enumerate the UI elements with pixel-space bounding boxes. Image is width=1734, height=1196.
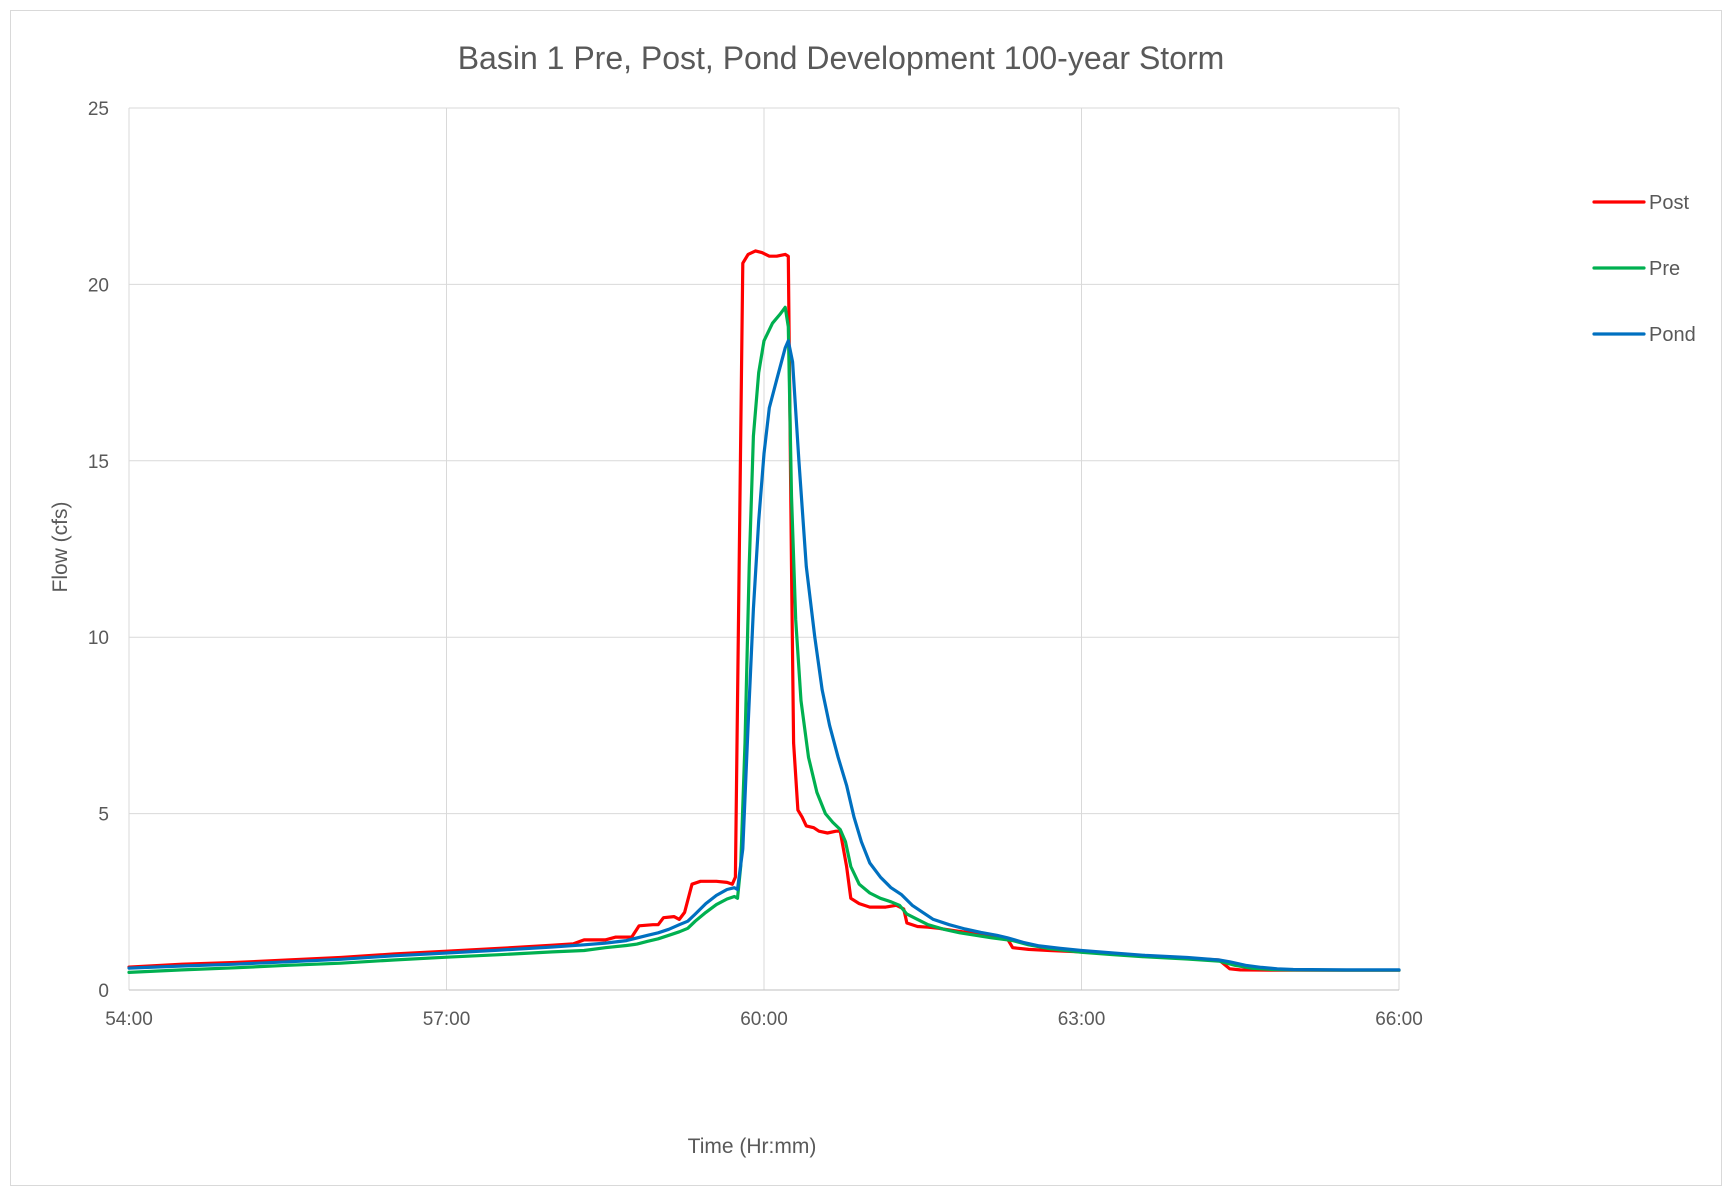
x-axis-title: Time (Hr:mm) (688, 1135, 817, 1158)
series-lines (127, 249, 1401, 974)
legend-label: Pre (1649, 258, 1680, 280)
series-line-post (127, 249, 1401, 972)
y-tick-label: 25 (88, 99, 109, 120)
line-chart: Basin 1 Pre, Post, Pond Development 100-… (49, 40, 1696, 1158)
y-axis-title: Flow (cfs) (49, 502, 72, 593)
y-tick-label: 5 (98, 805, 109, 826)
x-tick-labels: 54:00 57:00 60:00 63:00 66:00 (105, 1009, 1423, 1030)
x-tick-label: 66:00 (1375, 1009, 1423, 1030)
legend-label: Post (1649, 192, 1689, 214)
x-tick-label: 54:00 (105, 1009, 153, 1030)
y-tick-label: 15 (88, 452, 109, 473)
chart-frame: Basin 1 Pre, Post, Pond Development 100-… (10, 10, 1722, 1186)
y-tick-label: 10 (88, 628, 109, 649)
x-tick-label: 63:00 (1058, 1009, 1106, 1030)
legend: Post Pre Pond (1592, 192, 1696, 346)
legend-item-post: Post (1592, 192, 1689, 214)
x-tick-label: 60:00 (740, 1009, 788, 1030)
y-tick-label: 20 (88, 275, 109, 296)
legend-label: Pond (1649, 324, 1696, 346)
y-tick-label: 0 (98, 981, 109, 1002)
gridlines (128, 107, 1400, 990)
x-tick-label: 57:00 (423, 1009, 471, 1030)
legend-item-pond: Pond (1592, 324, 1696, 346)
series-line-pond (127, 339, 1401, 972)
chart-title: Basin 1 Pre, Post, Pond Development 100-… (458, 40, 1225, 76)
y-tick-labels: 0 5 10 15 20 25 (88, 99, 109, 1002)
legend-item-pre: Pre (1592, 258, 1680, 280)
